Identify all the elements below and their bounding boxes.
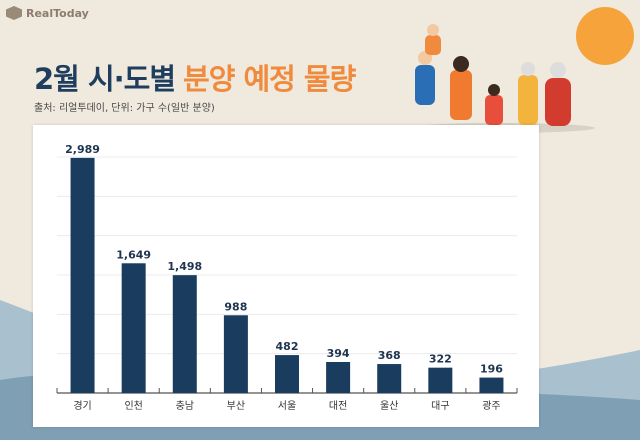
x-tick-label: 울산 xyxy=(380,400,398,412)
data-label: 368 xyxy=(378,349,401,362)
bar-chart: 2,989 경기 1,649 인천 1,498 충남 988 부산 482 서울 394 대전 368 울… xyxy=(56,143,518,412)
page-title: 2월 시·도별 분양 예정 물량 xyxy=(34,56,356,98)
bar-경기 xyxy=(70,157,95,393)
data-label: 988 xyxy=(224,300,247,313)
bar-충남 xyxy=(172,275,197,393)
x-tick-label: 인천 xyxy=(124,400,142,412)
x-tick-label: 광주 xyxy=(482,400,500,412)
logo-text: RealToday xyxy=(26,6,89,20)
data-label: 322 xyxy=(429,353,452,366)
title-part-navy: 2월 시·도별 xyxy=(34,62,176,96)
x-tick-label: 대구 xyxy=(431,400,449,412)
x-tick-label: 충남 xyxy=(176,400,194,412)
x-tick-label: 대전 xyxy=(329,400,347,412)
data-label: 196 xyxy=(480,363,503,376)
bar-대구 xyxy=(428,367,453,393)
bar-대전 xyxy=(326,362,351,393)
data-label: 2,989 xyxy=(65,143,100,156)
x-tick-label: 서울 xyxy=(278,400,296,412)
x-tick-label: 경기 xyxy=(73,399,91,412)
data-label: 1,649 xyxy=(116,248,151,261)
family-illustration xyxy=(405,24,595,133)
data-label: 482 xyxy=(276,340,299,353)
bar-광주 xyxy=(479,377,504,393)
bar-인천 xyxy=(121,263,146,393)
realtoday-logo: RealToday xyxy=(6,6,89,20)
title-part-orange: 분양 예정 물량 xyxy=(183,62,356,96)
bar-부산 xyxy=(223,315,248,393)
logo-icon xyxy=(6,6,22,20)
chart-panel: 2,989 경기 1,649 인천 1,498 충남 988 부산 482 서울 394 대전 368 울… xyxy=(33,125,539,427)
bar-서울 xyxy=(275,355,299,393)
x-tick-label: 부산 xyxy=(227,400,245,412)
bar-울산 xyxy=(377,364,402,393)
data-label: 394 xyxy=(327,347,350,360)
sun-decoration xyxy=(576,7,634,65)
data-label: 1,498 xyxy=(167,260,202,273)
source-unit-note: 출처: 리얼투데이, 단위: 가구 수(일반 분양) xyxy=(34,103,215,114)
